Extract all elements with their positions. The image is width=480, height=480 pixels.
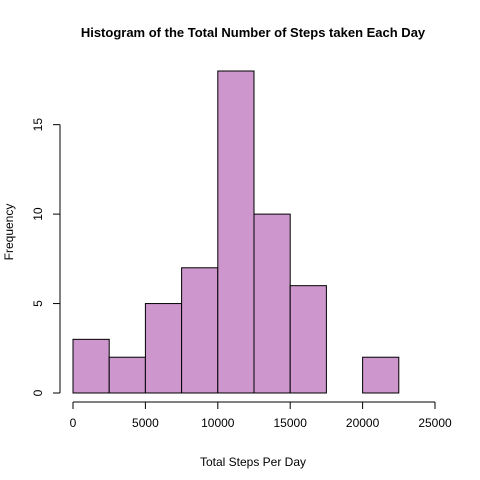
- y-tick-label-0: 0: [31, 389, 45, 396]
- histogram-bar-2: [144, 303, 183, 394]
- y-tick-label-2: 10: [31, 207, 45, 221]
- chart-title: Histogram of the Total Number of Steps t…: [81, 25, 426, 40]
- x-tick-label-3: 15000: [274, 416, 308, 430]
- x-tick-label-1: 5000: [132, 416, 159, 430]
- y-axis-title: Frequency: [2, 204, 16, 261]
- x-tick-label-2: 10000: [201, 416, 235, 430]
- y-tick-label-3: 15: [31, 118, 45, 132]
- y-tick-label-1: 5: [31, 300, 45, 307]
- x-axis: 0 5000 10000 15000 20000 25000: [70, 401, 452, 430]
- histogram-bar-5: [253, 213, 291, 394]
- histogram-bar-8: [362, 356, 400, 394]
- x-tick-label-5: 25000: [418, 416, 452, 430]
- x-tick-label-0: 0: [70, 416, 77, 430]
- x-tick-label-4: 20000: [346, 416, 380, 430]
- histogram-bar-1: [108, 356, 146, 394]
- y-axis: 0 5 10 15: [31, 118, 61, 396]
- x-axis-title: Total Steps Per Day: [200, 455, 306, 469]
- bars-group: [72, 70, 400, 394]
- histogram-bar-0: [72, 338, 110, 394]
- histogram-bar-3: [181, 267, 219, 394]
- histogram-bar-6: [289, 285, 327, 394]
- histogram-bar-4: [217, 70, 255, 394]
